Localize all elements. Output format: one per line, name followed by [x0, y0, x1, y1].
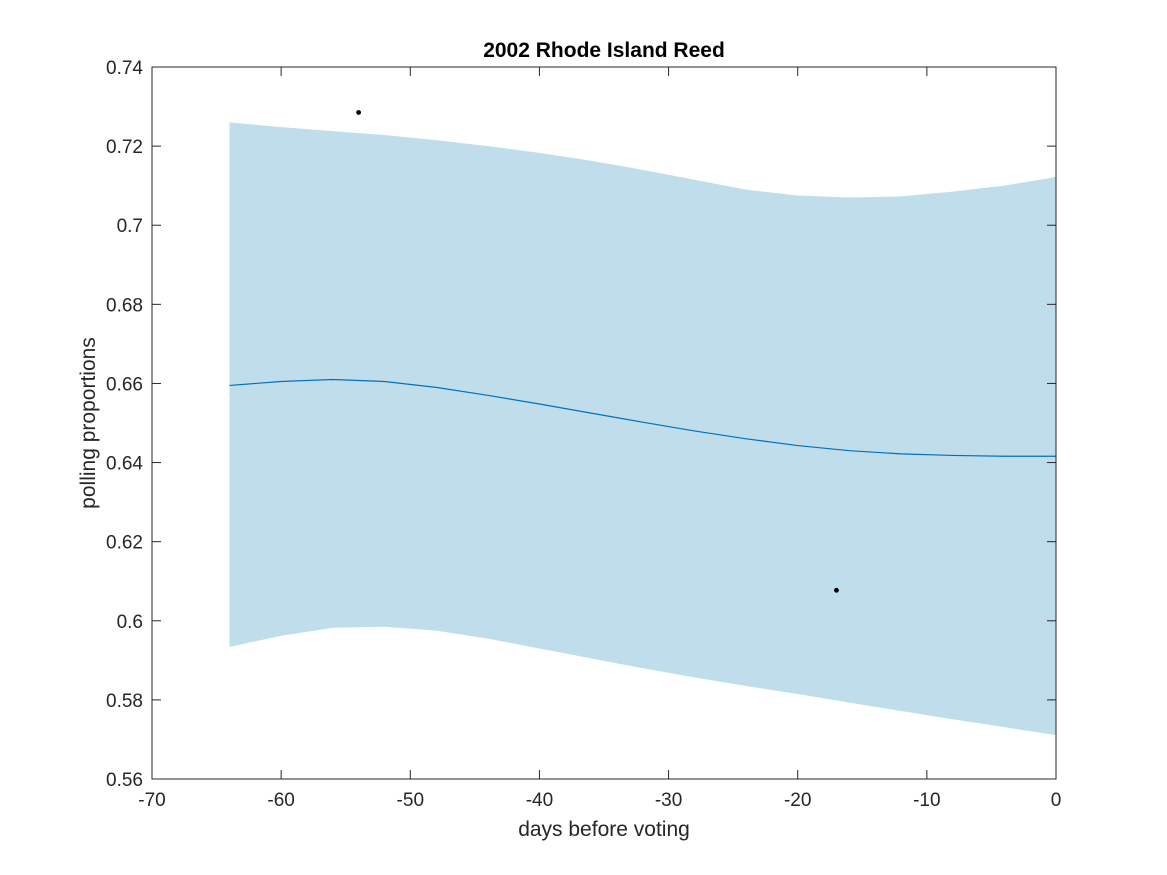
y-tick-label: 0.74	[106, 58, 143, 79]
y-tick-label: 0.6	[117, 612, 143, 633]
y-tick-label: 0.56	[106, 770, 143, 791]
x-tick-label: 0	[1051, 790, 1062, 811]
x-tick-label: -50	[397, 790, 424, 811]
x-axis-label: days before voting	[518, 818, 690, 841]
axes-box	[151, 66, 1057, 780]
y-axis-label: polling proportions	[77, 337, 100, 509]
data-point	[834, 587, 839, 593]
y-tick-label: 0.68	[106, 295, 143, 316]
x-tick-label: -20	[784, 790, 811, 811]
y-tick-label: 0.72	[106, 137, 143, 158]
x-tick-label: -10	[913, 790, 940, 811]
y-tick-label: 0.7	[117, 216, 143, 237]
x-tick-label: -40	[526, 790, 553, 811]
confidence-band	[229, 122, 1057, 736]
y-tick-label: 0.58	[106, 691, 143, 712]
x-tick-label: -70	[138, 790, 165, 811]
y-tick-label: 0.62	[106, 533, 143, 554]
mean-line	[229, 378, 1056, 457]
x-axis: -70 -60 -50 -40 -30 -20 -10 0	[138, 67, 1061, 811]
y-tick-label: 0.66	[106, 374, 143, 395]
x-tick-label: -60	[267, 790, 294, 811]
chart-title: 2002 Rhode Island Reed	[483, 39, 725, 62]
x-tick-label: -30	[655, 790, 682, 811]
data-points	[356, 110, 839, 593]
y-tick-label: 0.64	[106, 454, 143, 475]
data-point	[356, 110, 362, 115]
y-axis: 0.56 0.58 0.6 0.62 0.64 0.66 0.68 0.7 0.72 0.74	[106, 58, 1056, 791]
